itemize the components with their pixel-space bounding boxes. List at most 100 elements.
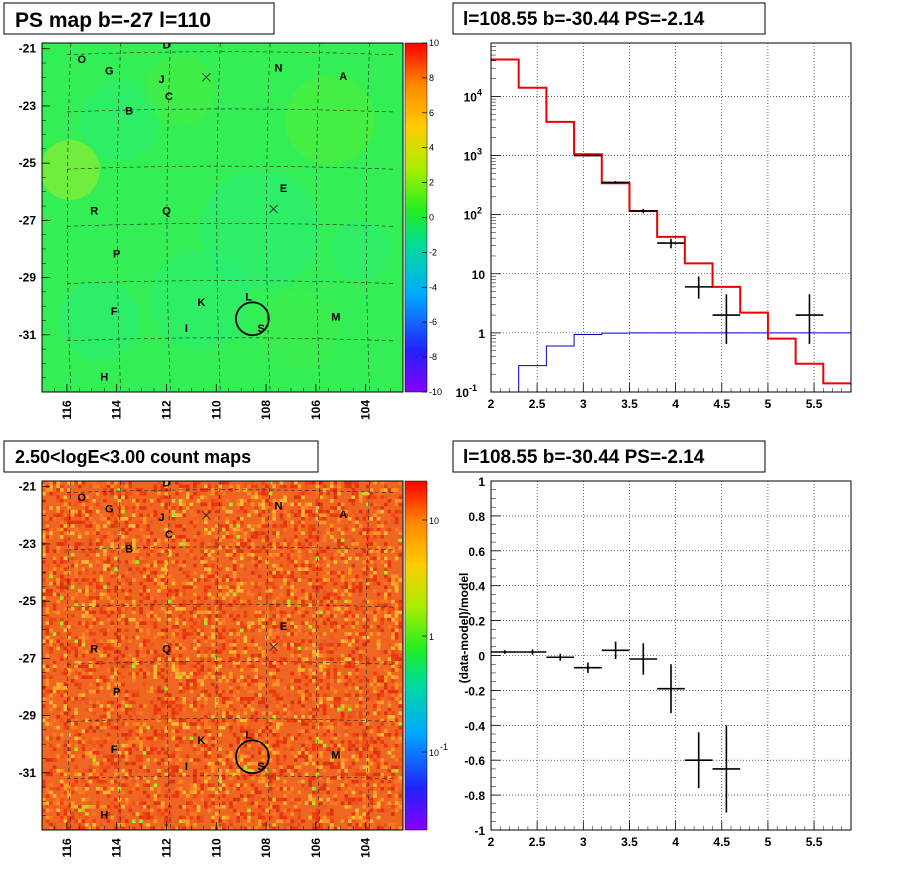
map-grid-longitude bbox=[116, 481, 121, 830]
cross-marker bbox=[269, 642, 278, 652]
spectrum-red-model bbox=[491, 58, 851, 385]
residual-point bbox=[491, 650, 519, 654]
residual-grid bbox=[491, 481, 851, 830]
source-label-r: R bbox=[90, 644, 98, 656]
selected-source-circle bbox=[235, 739, 270, 775]
map-grid-longitude bbox=[67, 43, 72, 392]
map-grid-longitude bbox=[216, 43, 221, 392]
spectrum-y-tick-label: 1 bbox=[478, 327, 485, 341]
source-label-k: K bbox=[197, 735, 205, 747]
map-x-tick-label: 112 bbox=[159, 400, 173, 420]
map-grid-longitude bbox=[316, 481, 321, 830]
map-grid-longitude bbox=[266, 481, 271, 830]
source-label-p: P bbox=[113, 249, 120, 261]
residual-y-tick-label: 0.4 bbox=[468, 580, 485, 594]
map-y-tick-label: -21 bbox=[19, 42, 37, 56]
spectrum-plot-area bbox=[491, 43, 851, 392]
residual-point bbox=[712, 725, 741, 813]
spectrum-data-point bbox=[574, 154, 602, 157]
source-label-l: L bbox=[245, 291, 252, 303]
map-grid-latitude bbox=[66, 165, 394, 170]
ps-colorbar-tick-label: -6 bbox=[429, 317, 437, 327]
ps-colorbar-tick-label: 0 bbox=[429, 213, 434, 223]
residual-y-tick-label: 0.8 bbox=[468, 510, 485, 524]
map-grid-longitude bbox=[316, 43, 321, 392]
ps-map-panel: PS map b=-27 l=110 O D G N A JC B E R Q P L K F M I S H 1… bbox=[3, 2, 442, 420]
cross-marker bbox=[269, 204, 278, 214]
count-map-colorbar-ticks: 10 1 10 -1 bbox=[422, 516, 448, 758]
map-y-tick-label: -23 bbox=[19, 537, 37, 551]
source-label-e: E bbox=[280, 621, 287, 633]
spectrum-data-point bbox=[795, 294, 824, 344]
source-label-r: R bbox=[90, 206, 98, 218]
residual-y-axis-label: (data-model)/model bbox=[457, 573, 471, 684]
count-map-grid bbox=[66, 481, 394, 830]
map-x-tick-label: 116 bbox=[60, 838, 74, 858]
ps-colorbar-tick-label: 4 bbox=[429, 143, 434, 153]
residual-x-tick-label: 4.5 bbox=[713, 835, 730, 849]
ps-map-blob bbox=[200, 170, 320, 290]
map-grid-longitude bbox=[67, 481, 72, 830]
residual-title-box bbox=[452, 440, 766, 473]
map-y-tick-label: -29 bbox=[19, 709, 37, 723]
map-grid-longitude bbox=[166, 43, 171, 392]
spectrum-data-point bbox=[712, 294, 741, 344]
ps-map-blobs bbox=[42, 55, 390, 370]
map-grid-longitude bbox=[365, 481, 370, 830]
source-label-j: J bbox=[158, 74, 164, 86]
ps-map-frame bbox=[41, 42, 404, 393]
source-label-f: F bbox=[111, 306, 118, 318]
ps-map-blob bbox=[330, 220, 390, 280]
map-grid-latitude bbox=[66, 546, 394, 551]
map-x-tick-label: 114 bbox=[110, 838, 124, 858]
ps-map-blob bbox=[60, 280, 140, 360]
source-label-h: H bbox=[100, 810, 108, 822]
ps-map-blob bbox=[150, 250, 250, 350]
map-grid-latitude bbox=[66, 718, 394, 722]
residual-points bbox=[491, 641, 741, 813]
count-map-pixels bbox=[42, 481, 402, 830]
source-label-m: M bbox=[331, 311, 340, 323]
residual-point bbox=[629, 643, 658, 675]
residual-title: l=108.55 b=-30.44 PS=-2.14 bbox=[463, 447, 705, 468]
count-map-frame bbox=[41, 480, 404, 831]
map-grid-latitude bbox=[66, 51, 394, 56]
spectrum-y-tick-label: 10 bbox=[472, 268, 486, 282]
residual-point bbox=[684, 732, 713, 789]
count-map-axes: 116 114 112 110 108 106 104 -21 -23 -25 -27 -29 -31 bbox=[19, 480, 391, 858]
ps-map-blob bbox=[260, 290, 340, 370]
map-y-tick-label: -25 bbox=[19, 594, 37, 608]
map-grid-latitude bbox=[66, 108, 394, 113]
source-label-o: O bbox=[78, 492, 87, 504]
residual-x-tick-label: 5 bbox=[765, 835, 772, 849]
spectrum-y-tick-label: 10-1 bbox=[456, 383, 477, 400]
source-label-s: S bbox=[257, 761, 264, 773]
residual-x-tick-label: 3.5 bbox=[621, 835, 638, 849]
spectrum-title: l=108.55 b=-30.44 PS=-2.14 bbox=[463, 9, 705, 30]
map-y-tick-label: -31 bbox=[19, 328, 37, 342]
ps-colorbar-tick-label: -2 bbox=[429, 247, 437, 257]
residual-y-tick-label: 0.6 bbox=[468, 545, 485, 559]
map-grid-latitude bbox=[66, 280, 394, 284]
residual-axes: 2 2.5 3 3.5 4 4.5 5 5.5 -1 -0.8 -0.6 -0.4 -0.2 0 0.2 0.… bbox=[464, 475, 852, 849]
spectrum-x-tick-label: 3 bbox=[580, 397, 587, 411]
ps-colorbar-tick-label: -8 bbox=[429, 352, 437, 362]
residual-y-tick-label: 0 bbox=[478, 650, 485, 664]
ps-colorbar-tick-label: 2 bbox=[429, 178, 434, 188]
map-y-tick-label: -21 bbox=[19, 480, 37, 494]
spectrum-x-tick-label: 5.5 bbox=[806, 397, 823, 411]
count-map-overlay: O D G N A JC B E R Q P L K F M I S H bbox=[78, 481, 348, 822]
ps-colorbar-tick-label: -10 bbox=[429, 387, 442, 397]
map-x-tick-label: 110 bbox=[209, 838, 223, 858]
residual-y-tick-label: 1 bbox=[478, 475, 485, 489]
count-map-panel: 2.50<logE<3.00 count maps O D G N A JC B E R Q P L K… bbox=[3, 440, 448, 858]
residual-point bbox=[657, 664, 685, 714]
source-label-o: O bbox=[78, 54, 87, 66]
ps-colorbar-tick-label: 6 bbox=[429, 108, 434, 118]
ps-map-axes: 116 114 112 110 108 106 104 -21 -23 -25 -27 -29 -31 bbox=[19, 42, 391, 420]
ps-map-blob bbox=[145, 55, 215, 125]
source-label-a: A bbox=[339, 509, 347, 521]
cross-marker bbox=[201, 510, 211, 520]
source-label-s: S bbox=[257, 323, 264, 335]
map-grid-latitude bbox=[66, 337, 394, 342]
